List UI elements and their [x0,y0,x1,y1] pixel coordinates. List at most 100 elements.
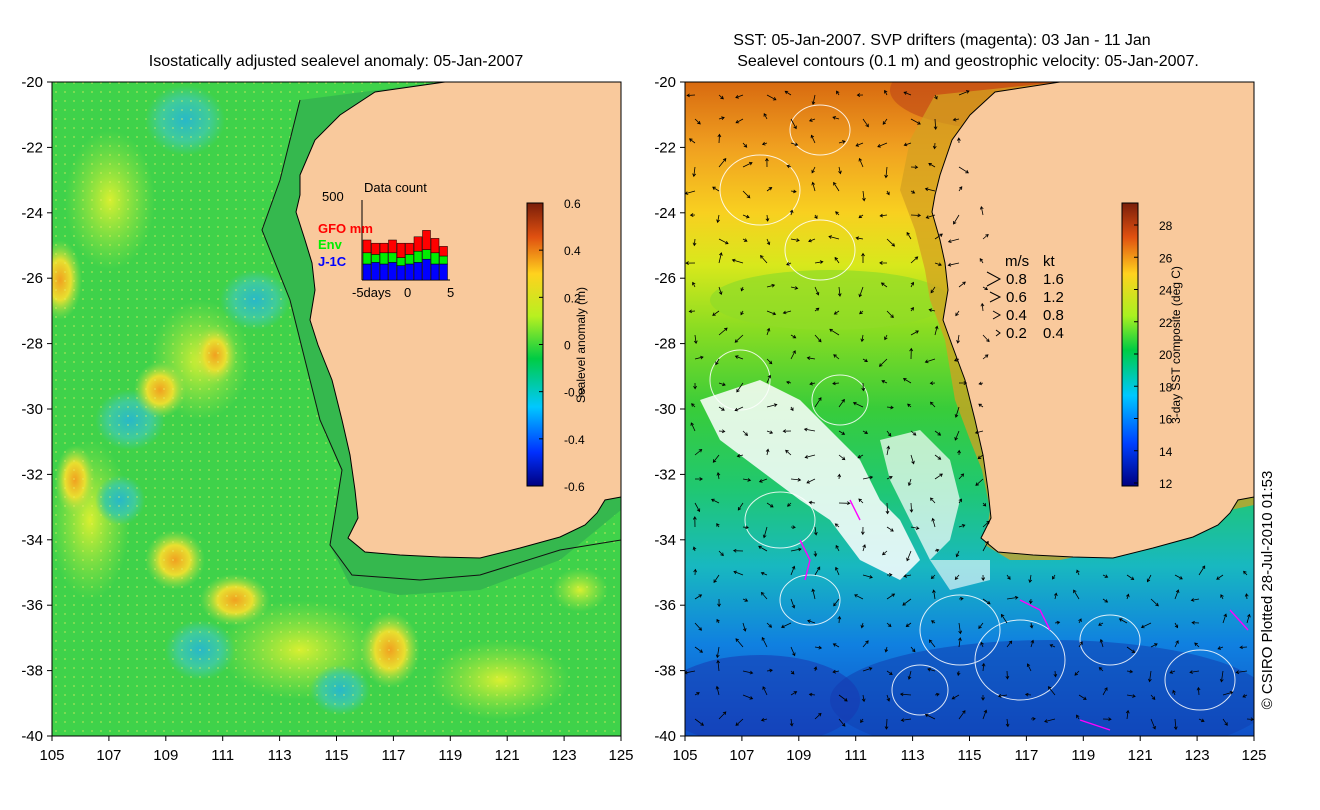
velocity-arrow [835,566,840,576]
velocity-arrow [790,691,798,696]
velocity-arrow [980,641,984,648]
velocity-arrow [980,302,985,312]
velocity-arrow [886,430,892,437]
velocity-arrow [927,667,936,672]
velocity-arrow [982,502,987,507]
velocity-arrow [1222,613,1227,624]
y-tick-label: -36 [654,597,676,614]
velocity-arrow [692,166,697,178]
velocity-arrow [955,310,960,317]
velocity-arrow [903,142,912,147]
x-tick-label: 107 [729,747,754,764]
velocity-arrow [787,502,792,507]
velocity-arrow [718,711,727,720]
data-count-inset: Data count 500 GFO mm Env J-1C -5days 0 … [318,180,454,300]
velocity-arrow [832,381,840,386]
velocity-arrow [1239,645,1248,650]
velocity-arrow [957,449,961,456]
inset-bar-j1c [422,258,431,281]
velocity-arrow [1190,598,1200,602]
velocity-arrow [958,90,970,96]
velocity-arrow [862,475,874,480]
velocity-arrow [829,328,840,336]
velocity-arrow [932,142,937,150]
velocity-arrow [789,209,794,216]
velocity-arrow [1126,593,1130,600]
velocity-arrow [766,622,773,628]
velocity-arrow [862,118,869,128]
velocity-arrow [685,261,696,265]
velocity-arrow [974,430,984,435]
y-tick-label: -40 [654,728,676,745]
velocity-arrow [857,454,864,459]
velocity-arrow [886,694,891,702]
sla-colorbar: 0.6 0.4 0.2 0 -0.2 -0.4 -0.6 Sealevel anomaly … [526,197,588,494]
sst-colorbar-ticks: 28 26 24 22 20 18 16 14 12 [1134,219,1173,491]
velocity-arrow [1169,670,1176,674]
velocity-arrow [882,118,888,125]
velocity-arrow [694,646,704,653]
y-tick-label: -32 [21,466,43,483]
x-tick-label: 107 [96,747,121,764]
velocity-arrow [881,550,888,556]
velocity-arrow [838,694,848,702]
velocity-arrow [907,403,912,408]
velocity-arrow [766,187,773,192]
velocity-arrow [836,90,840,96]
velocity-arrow [811,588,816,600]
y-tick-label: -20 [21,74,43,91]
velocity-arrow [735,718,744,726]
x-tick-label: 111 [211,747,234,764]
velocity-arrow [718,550,724,557]
velocity-arrow [811,94,816,105]
velocity-arrow [958,498,962,504]
velocity-arrow [838,140,846,144]
velocity-arrow [981,574,986,581]
velocity-arrow [718,382,726,387]
x-tick-label: 115 [958,747,982,764]
velocity-arrow [886,238,896,247]
velocity-arrow [790,598,796,609]
velocity-arrow [833,354,840,360]
velocity-arrow [786,164,792,169]
inset-bar-env [439,255,448,265]
y-tick-label: -26 [21,270,43,287]
inset-bar-env [405,254,414,265]
velocity-arrow [808,118,816,122]
inset-bar-gfo [371,242,380,255]
velocity-arrow [828,235,840,240]
velocity-arrow [1073,589,1080,600]
velocity-arrow [716,472,721,480]
velocity-row-3: 0.4 0.8 [992,307,1064,324]
velocity-arrow [929,497,936,504]
x-tick-label: 121 [1128,747,1153,764]
velocity-arrow [860,718,864,724]
velocity-arrow [954,430,960,441]
velocity-arrow [947,262,960,267]
velocity-arrow [886,593,896,600]
velocity-arrow [806,478,816,484]
velocity-arrow [909,502,914,513]
velocity-arrow [910,306,914,312]
velocity-arrow [862,544,866,552]
sst-colorbar-gradient [1121,202,1139,487]
velocity-arrow [838,398,845,408]
velocity-header-ms: m/s [1005,253,1029,270]
velocity-arrow [1102,687,1108,696]
australia-landmass-sst [931,82,1254,559]
velocity-arrow [884,646,889,653]
inset-bar-j1c [430,263,440,281]
velocity-arrow [907,478,912,487]
velocity-arrow [1000,613,1008,624]
velocity-arrow [861,694,866,703]
velocity-arrow [759,255,768,264]
velocity-arrow [833,310,840,315]
sst-colorbar-label: 3-day SST composite (deg C) [1169,266,1183,424]
right-title-line1: SST: 05-Jan-2007. SVP drifters (magenta)… [733,32,1150,49]
velocity-arrow [924,187,936,192]
velocity-arrow [742,161,753,168]
velocity-arrow [934,548,940,553]
velocity-arrow [813,526,818,536]
velocity-arrow [832,643,840,648]
velocity-arrow [758,545,768,552]
